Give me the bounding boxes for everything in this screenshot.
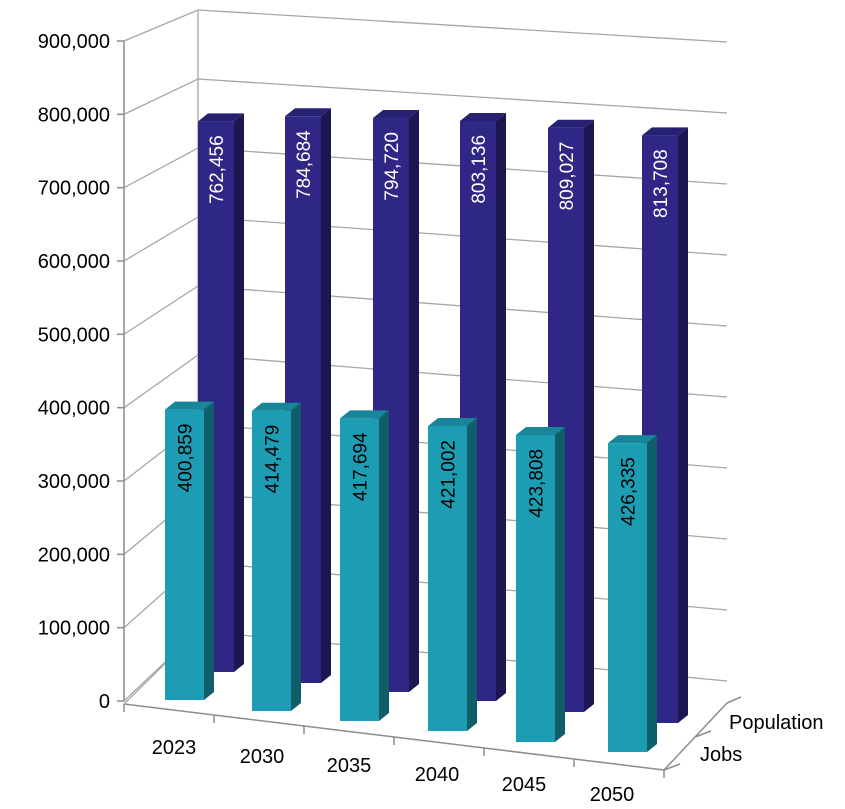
y-tick-label: 400,000: [38, 398, 110, 420]
bar-top-face: [608, 435, 657, 444]
y-tick-label: 900,000: [38, 31, 110, 53]
x-tick-label: 2050: [590, 784, 635, 806]
y-axis-tick-labels: 0 100,000 200,000 300,000 400,000 500,000 600,…: [38, 31, 110, 713]
bar-front-face: [165, 409, 204, 700]
bar-side-face: [467, 418, 477, 731]
y-tick-label: 500,000: [38, 324, 110, 346]
axes: [117, 40, 742, 778]
data-label: 417,694: [351, 432, 372, 501]
y-tick-label: 0: [99, 691, 110, 713]
bar-side-face: [291, 402, 301, 711]
bar-top-face: [460, 112, 506, 121]
x-tick-label: 2023: [152, 737, 197, 759]
x-tick-label: 2035: [327, 755, 372, 777]
gridline: [123, 78, 728, 115]
data-label: 414,479: [263, 425, 284, 494]
bar-side-face: [204, 401, 214, 700]
series-name-label: Population: [729, 712, 824, 734]
y-tick-label: 600,000: [38, 251, 110, 273]
bar-top-face: [642, 127, 688, 136]
depth-tick-mark: [726, 696, 742, 704]
bar: 426,335: [608, 435, 657, 752]
bar-top-face: [340, 410, 389, 419]
y-tick-label: 100,000: [38, 618, 110, 640]
x-tick-label: 2045: [502, 774, 547, 796]
data-label: 794,720: [382, 132, 403, 201]
y-tick-label: 700,000: [38, 178, 110, 200]
x-tick-label: 2030: [240, 746, 285, 768]
bar-top-face: [548, 119, 594, 128]
bar-front-face: [516, 434, 555, 742]
jobs-series: 400,859 414,479 417,694 421,002 423,808 426,3…: [165, 401, 657, 752]
bar-top-face: [516, 426, 565, 435]
bar: 423,808: [516, 426, 565, 742]
data-label: 762,456: [207, 135, 228, 204]
bar-top-face: [252, 402, 301, 411]
bar: 794,720: [373, 110, 419, 693]
bar-side-face: [647, 435, 657, 752]
bar-top-face: [198, 113, 244, 122]
bar-side-face: [409, 110, 419, 693]
bar: 421,002: [428, 418, 477, 731]
depth-tick-mark: [694, 730, 712, 738]
bar: 414,479: [252, 402, 301, 711]
depth-axis-series-labels: Population Jobs: [700, 712, 824, 766]
data-label: 421,002: [439, 440, 460, 509]
data-label: 803,136: [469, 135, 490, 204]
y-tick-label: 200,000: [38, 544, 110, 566]
bar: 400,859: [165, 401, 214, 700]
bar-side-face: [678, 127, 688, 723]
bar-side-face: [584, 119, 594, 713]
bar-side-face: [321, 108, 331, 684]
bar-top-face: [285, 108, 331, 117]
bar-side-face: [555, 426, 565, 742]
bar: 784,684: [285, 108, 331, 684]
y-tick-label: 800,000: [38, 104, 110, 126]
bar-side-face: [234, 113, 244, 672]
bar-front-face: [428, 426, 467, 731]
data-label: 784,684: [294, 130, 315, 199]
bar-side-face: [496, 112, 506, 701]
bar-top-face: [373, 110, 419, 119]
data-label: 400,859: [176, 424, 197, 493]
data-label: 813,708: [651, 149, 672, 218]
data-label: 426,335: [619, 457, 640, 526]
x-tick-label: 2040: [415, 764, 460, 786]
x-axis-tick-labels: 2023 2030 2035 2040 2045 2050: [152, 737, 635, 806]
data-label: 809,027: [557, 142, 578, 211]
depth-tick-mark: [663, 763, 681, 771]
bar-front-face: [252, 410, 291, 711]
bar-top-face: [165, 401, 214, 410]
y-tick-label: 300,000: [38, 471, 110, 493]
series-name-label: Jobs: [700, 744, 742, 766]
bar: 417,694: [340, 410, 389, 721]
population-series: 762,456 784,684 794,720 803,136 809,027 813,7…: [198, 108, 688, 723]
gridline: [123, 9, 728, 43]
data-label: 423,808: [527, 449, 548, 518]
bar-top-face: [428, 418, 477, 427]
bar-front-face: [340, 418, 379, 721]
bar-side-face: [379, 410, 389, 721]
bar-front-face: [608, 443, 647, 752]
